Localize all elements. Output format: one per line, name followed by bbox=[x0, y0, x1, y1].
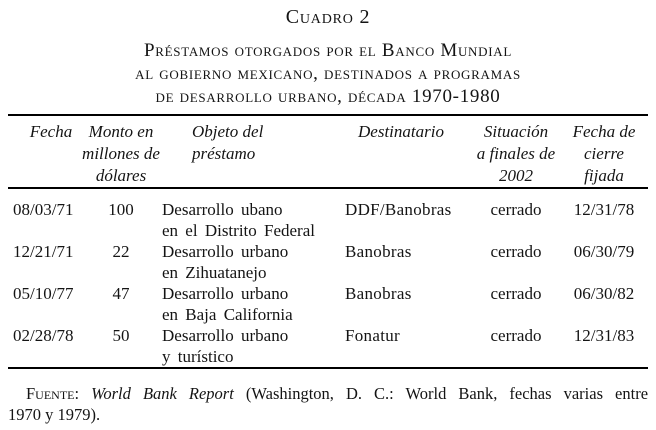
table-row: 02/28/78 50 Desarrollo urbano y turístic… bbox=[8, 325, 648, 367]
cell-objeto-line-2: en Baja California bbox=[162, 304, 293, 324]
table-title-line-2: al gobierno mexicano, destinados a progr… bbox=[135, 63, 521, 84]
col-header-cierre-line-2: cierre bbox=[584, 144, 624, 163]
cell-objeto: Desarrollo ubano en el Distrito Federal bbox=[162, 199, 342, 241]
cell-cierre: 12/31/83 bbox=[573, 325, 635, 345]
cell-objeto-line-1: Desarrollo urbano bbox=[162, 241, 289, 261]
cell-fecha: 02/28/78 bbox=[13, 325, 74, 345]
col-header-situacion-line-3: 2002 bbox=[499, 166, 533, 185]
col-header-situacion: Situación a finales de 2002 bbox=[472, 121, 560, 187]
col-header-cierre-line-1: Fecha de bbox=[572, 122, 636, 141]
cell-fecha: 12/21/71 bbox=[13, 241, 74, 261]
source-note-line-2: 1970 y 1979). bbox=[8, 404, 101, 424]
table-top-rule bbox=[8, 114, 648, 116]
col-header-destinatario: Destinatario bbox=[342, 121, 472, 143]
cell-objeto-line-1: Desarrollo urbano bbox=[162, 325, 289, 345]
source-note-line-1: Fuente: World Bank Report (Washington, D… bbox=[8, 383, 648, 404]
table-title-line-3: de desarrollo urbano, década 1970-1980 bbox=[155, 86, 501, 107]
table-body: 08/03/71 100 Desarrollo ubano en el Dist… bbox=[0, 189, 656, 367]
cell-cierre: 06/30/82 bbox=[573, 283, 635, 303]
col-header-cierre-line-3: fijada bbox=[584, 166, 624, 185]
col-header-objeto-line-1: Objeto del bbox=[192, 122, 264, 141]
col-header-monto-line-3: dólares bbox=[95, 166, 147, 185]
cell-fecha: 05/10/77 bbox=[13, 283, 74, 303]
cell-situacion: cerrado bbox=[490, 325, 542, 345]
source-note: Fuente: World Bank Report (Washington, D… bbox=[8, 383, 648, 425]
cell-fecha: 08/03/71 bbox=[13, 199, 74, 219]
cell-monto: 50 bbox=[112, 325, 130, 345]
table-caption-number: Cuadro 2 bbox=[285, 6, 371, 28]
cell-objeto: Desarrollo urbano y turístico bbox=[162, 325, 342, 367]
table-title-line-1: Préstamos otorgados por el Banco Mundial bbox=[144, 40, 512, 61]
col-header-cierre: Fecha de cierre fijada bbox=[560, 121, 648, 187]
col-header-monto-line-1: Monto en bbox=[88, 122, 154, 141]
cell-situacion: cerrado bbox=[490, 283, 542, 303]
table-row: 05/10/77 47 Desarrollo urbano en Baja Ca… bbox=[8, 283, 648, 325]
cell-objeto: Desarrollo urbano en Zihuatanejo bbox=[162, 241, 342, 283]
cell-objeto-line-1: Desarrollo urbano bbox=[162, 283, 289, 303]
cell-monto: 47 bbox=[112, 283, 130, 303]
table-row: 12/21/71 22 Desarrollo urbano en Zihuata… bbox=[8, 241, 648, 283]
cell-cierre: 12/31/78 bbox=[573, 199, 635, 219]
cell-objeto-line-2: y turístico bbox=[162, 346, 234, 366]
cell-destinatario: DDF/Banobras bbox=[345, 199, 452, 219]
cell-objeto-line-2: en el Distrito Federal bbox=[162, 220, 315, 240]
source-details: (Washington, D. C.: World Bank, fechas v… bbox=[245, 383, 649, 403]
source-label: Fuente: bbox=[26, 383, 80, 403]
cell-situacion: cerrado bbox=[490, 241, 542, 261]
cell-cierre: 06/30/79 bbox=[573, 241, 635, 261]
source-title: World Bank Report bbox=[91, 383, 234, 403]
col-header-objeto-line-2: préstamo bbox=[192, 144, 256, 163]
table-header-row: Fecha Monto en millones de dólares Objet… bbox=[8, 116, 648, 187]
cell-destinatario: Fonatur bbox=[345, 325, 400, 345]
cell-objeto-line-1: Desarrollo ubano bbox=[162, 199, 283, 219]
table-title: Préstamos otorgados por el Banco Mundial… bbox=[0, 39, 656, 108]
col-header-monto-line-2: millones de bbox=[82, 144, 160, 163]
cell-destinatario: Banobras bbox=[345, 241, 412, 261]
cell-situacion: cerrado bbox=[490, 199, 542, 219]
table-bottom-rule bbox=[8, 366, 648, 369]
table-row: 08/03/71 100 Desarrollo ubano en el Dist… bbox=[8, 199, 648, 241]
cell-monto: 22 bbox=[112, 241, 130, 261]
col-header-fecha-label: Fecha bbox=[29, 122, 73, 141]
cell-objeto-line-2: en Zihuatanejo bbox=[162, 262, 267, 282]
cell-destinatario: Banobras bbox=[345, 283, 412, 303]
col-header-fecha: Fecha bbox=[8, 121, 80, 143]
col-header-destinatario-label: Destinatario bbox=[358, 122, 444, 141]
cell-objeto: Desarrollo urbano en Baja California bbox=[162, 283, 342, 325]
col-header-situacion-line-1: Situación bbox=[483, 122, 549, 141]
col-header-monto: Monto en millones de dólares bbox=[80, 121, 162, 187]
table-header-rule bbox=[8, 187, 648, 189]
col-header-situacion-line-2: a finales de bbox=[476, 144, 556, 163]
col-header-objeto: Objeto del préstamo bbox=[162, 121, 342, 165]
cell-monto: 100 bbox=[108, 199, 134, 219]
